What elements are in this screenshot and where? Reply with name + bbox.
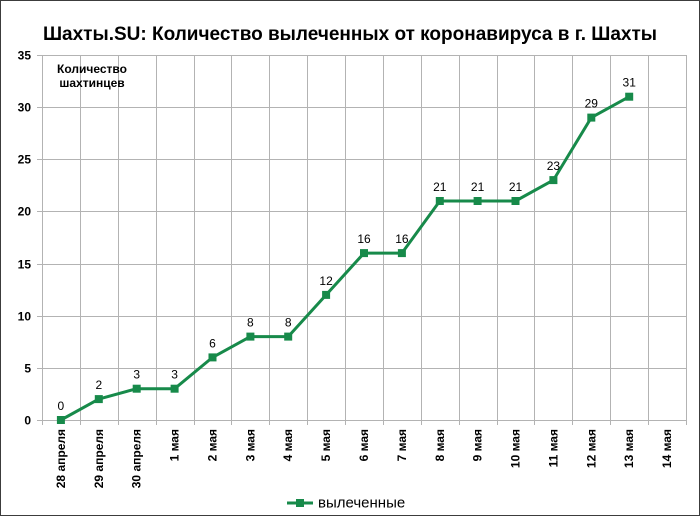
data-label: 23: [547, 159, 561, 173]
chart-title: Шахты.SU: Количество вылеченных от корон…: [43, 24, 657, 45]
legend-label: вылеченные: [318, 495, 405, 512]
x-tick-label: 14 мая: [660, 429, 674, 468]
data-point-marker: [360, 249, 368, 258]
x-tick-label: 11 мая: [546, 429, 560, 467]
data-point-marker: [132, 384, 141, 393]
data-label: 31: [623, 76, 637, 90]
data-point-marker: [625, 92, 634, 101]
x-tick-label: 9 мая: [471, 429, 485, 461]
data-point-marker: [435, 197, 444, 205]
data-point-marker: [549, 176, 558, 185]
data-label: 21: [471, 180, 485, 194]
data-label: 3: [133, 368, 140, 382]
x-tick-label: 8 мая: [433, 429, 447, 461]
data-point-marker: [587, 113, 596, 122]
x-tick-label: 10 мая: [509, 429, 523, 468]
x-tick-label: 6 мая: [357, 429, 371, 461]
data-label: 6: [209, 336, 216, 350]
gridlines: [37, 55, 687, 425]
legend-square-marker: [296, 499, 304, 507]
x-tick-label: 3 мая: [243, 429, 257, 461]
data-point-marker: [284, 332, 293, 341]
y-tick-label: 30: [18, 101, 32, 115]
data-label: 3: [171, 368, 178, 382]
data-label: 16: [357, 232, 371, 246]
data-point-marker: [511, 197, 520, 205]
data-point-marker: [170, 384, 179, 393]
y-tick-label: 20: [18, 205, 32, 219]
data-label: 12: [319, 274, 333, 288]
x-tick-label: 28 апреля: [54, 429, 68, 488]
x-tick-label: 2 мая: [205, 429, 219, 461]
legend: вылеченные: [287, 495, 405, 512]
y-axis-label-line-2: шахтинцев: [59, 76, 124, 90]
data-point-marker: [208, 353, 217, 362]
data-point-marker: [397, 249, 406, 258]
y-tick-label: 25: [18, 153, 32, 167]
x-tick-label: 12 мая: [584, 429, 598, 468]
data-point-marker: [246, 332, 255, 341]
y-tick-label: 10: [18, 310, 32, 324]
data-label: 2: [95, 378, 102, 392]
x-tick-label: 4 мая: [281, 429, 295, 461]
data-label: 8: [247, 316, 254, 330]
data-label: 29: [585, 97, 599, 111]
y-axis-label-line-1: Количество: [57, 62, 127, 76]
x-tick-label: 30 апреля: [130, 429, 144, 488]
data-label: 8: [285, 316, 292, 330]
data-point-marker: [322, 290, 331, 299]
x-tick-label: 7 мая: [395, 429, 409, 461]
y-tick-label: 35: [18, 49, 32, 63]
data-point-marker: [94, 395, 103, 404]
y-tick-label: 15: [18, 258, 32, 272]
y-tick-label: 5: [24, 362, 31, 376]
data-label: 21: [509, 180, 523, 194]
data-label: 16: [395, 232, 409, 246]
data-label: 0: [58, 399, 65, 413]
data-point-marker: [473, 197, 482, 205]
data-point-marker: [56, 416, 65, 424]
x-tick-label: 1 мая: [168, 429, 182, 461]
x-tick-label: 5 мая: [319, 429, 333, 461]
x-tick-label: 13 мая: [622, 429, 636, 468]
data-label: 21: [433, 180, 447, 194]
y-tick-label: 0: [24, 414, 31, 428]
series-line: [60, 95, 630, 422]
x-tick-label: 29 апреля: [92, 429, 106, 488]
